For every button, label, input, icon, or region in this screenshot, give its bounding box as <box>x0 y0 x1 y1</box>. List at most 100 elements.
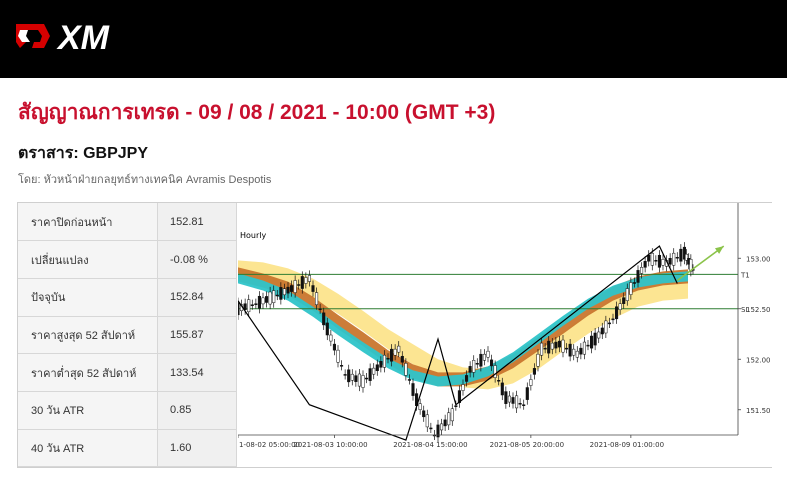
candle-body <box>350 373 354 381</box>
candle-body <box>400 355 404 363</box>
candle-body <box>540 342 544 356</box>
candle-body <box>497 380 501 382</box>
instrument-label: ตราสาร: GBPJPY <box>18 145 148 162</box>
candle-body <box>565 347 569 350</box>
candle-body <box>532 368 536 375</box>
candle-body <box>668 258 672 265</box>
candle-body <box>468 366 472 373</box>
stats-row: ราคาต่ำสุด 52 สัปดาห์ 133.54 <box>18 353 237 392</box>
candle-body <box>429 427 433 430</box>
candle-body <box>529 379 533 386</box>
stats-row: 40 วัน ATR 1.60 <box>18 428 237 468</box>
stat-label: ราคาปิดก่อนหน้า <box>18 203 158 242</box>
x-tick-label: 2021-08-05 20:00:00 <box>490 441 564 449</box>
candle-body <box>661 259 665 266</box>
x-tick-label: 2021-08-09 01:00:00 <box>590 441 664 449</box>
candle-body <box>475 363 479 365</box>
candle-body <box>607 322 611 325</box>
stat-value: 133.54 <box>157 353 237 392</box>
brand-header-bar: XM <box>0 0 787 78</box>
candle-body <box>672 252 676 266</box>
candle-body <box>404 363 408 376</box>
stat-label: ราคาต่ำสุด 52 สัปดาห์ <box>18 353 158 392</box>
candle-body <box>682 246 686 260</box>
stat-label: ราคาสูงสุด 52 สัปดาห์ <box>18 315 158 355</box>
zigzag-line <box>238 245 678 441</box>
candle-body <box>318 308 322 310</box>
candle-body <box>279 287 283 300</box>
candle-body <box>650 252 654 266</box>
stats-row: ราคาสูงสุด 52 สัปดาห์ 155.87 <box>18 315 237 355</box>
candle-body <box>575 350 579 358</box>
candle-body <box>257 295 261 309</box>
candle-body <box>268 291 272 305</box>
signal-panel: ราคาปิดก่อนหน้า 152.81 เปลี่ยนแปลง -0.08 % ป… <box>17 202 772 468</box>
candle-body <box>297 284 301 286</box>
candle-body <box>636 270 640 283</box>
stats-row: ราคาปิดก่อนหน้า 152.81 <box>18 203 237 242</box>
candle-body <box>518 403 522 405</box>
candle-body <box>622 297 626 304</box>
candle-body <box>436 424 440 438</box>
candle-body <box>261 297 265 305</box>
candle-body <box>640 267 644 274</box>
stat-value: 152.84 <box>157 277 237 317</box>
xm-logo[interactable]: XM <box>14 16 136 56</box>
stat-label: 30 วัน ATR <box>18 390 158 430</box>
candle-body <box>611 318 615 321</box>
candle-body <box>632 282 636 284</box>
candle-body <box>685 253 689 261</box>
candle-body <box>382 354 386 368</box>
candle-body <box>293 280 297 293</box>
candle-body <box>304 277 308 284</box>
candle-body <box>354 375 358 382</box>
level-label-t1: T1 <box>740 271 750 279</box>
stat-value: -0.08 % <box>157 240 237 279</box>
candle-body <box>572 348 576 356</box>
candle-body <box>615 306 619 320</box>
candle-body <box>443 419 447 427</box>
candle-body <box>340 365 344 367</box>
candle-body <box>454 405 458 407</box>
candle-body <box>393 348 397 356</box>
candle-body <box>390 348 394 362</box>
candle-body <box>272 290 276 303</box>
candle-body <box>515 395 519 409</box>
candle-body <box>604 320 608 334</box>
candle-body <box>325 322 329 336</box>
candle-body <box>568 343 572 357</box>
candle-body <box>307 275 311 282</box>
indicator-band-0 <box>238 260 688 390</box>
candle-body <box>315 292 319 305</box>
candle-body <box>543 347 547 350</box>
candle-body <box>407 379 411 381</box>
candle-body <box>379 361 383 368</box>
x-tick-label: 2021-08-03 10:00:00 <box>293 441 367 449</box>
candle-body <box>386 357 390 360</box>
candle-body <box>547 340 551 354</box>
candle-body <box>511 397 515 404</box>
candle-body <box>586 344 590 347</box>
stats-row: 30 วัน ATR 0.85 <box>18 390 237 430</box>
x-tick-label: 2021-08-04 15:00:00 <box>393 441 467 449</box>
candle-body <box>365 377 369 380</box>
candle-body <box>522 404 526 406</box>
candle-body <box>461 384 465 391</box>
candle-body <box>275 294 279 297</box>
indicator-band-2 <box>238 271 688 387</box>
candle-body <box>504 391 508 404</box>
candle-body <box>361 375 365 388</box>
candle-body <box>647 254 651 262</box>
candle-body <box>679 248 683 262</box>
candle-body <box>579 347 583 355</box>
stats-table: ราคาปิดก่อนหน้า 152.81 เปลี่ยนแปลง -0.08 % ป… <box>18 203 237 468</box>
candle-body <box>536 353 540 367</box>
x-tick-label: 1-08-02 05:00:00 <box>239 441 300 449</box>
candle-body <box>600 327 604 335</box>
stat-value: 155.87 <box>157 315 237 355</box>
candle-body <box>418 403 422 411</box>
candle-body <box>479 353 483 367</box>
candle-body <box>332 343 336 351</box>
candle-body <box>254 303 258 305</box>
stat-label: ปัจจุบัน <box>18 277 158 317</box>
